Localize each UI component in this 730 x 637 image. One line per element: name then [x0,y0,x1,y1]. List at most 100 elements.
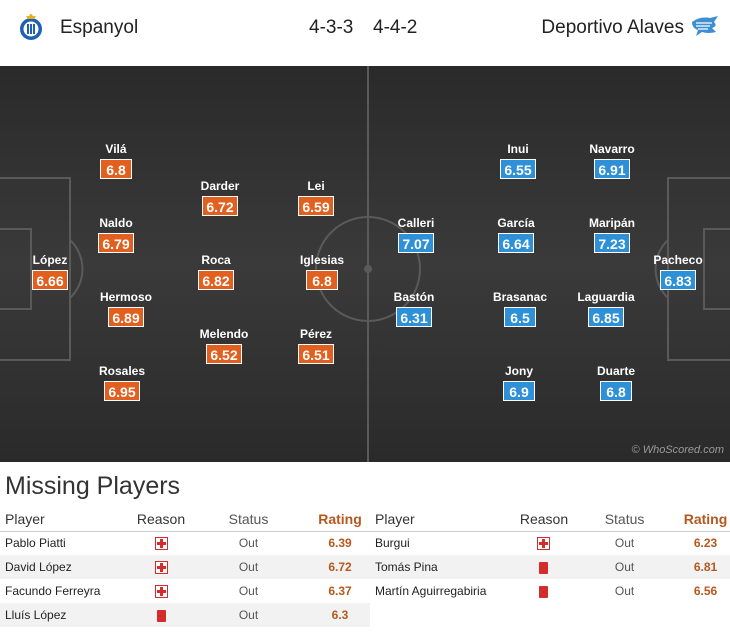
away-player[interactable]: Pacheco 6.83 [638,253,718,291]
away-player[interactable]: Maripán 7.23 [572,216,652,254]
column-header-player[interactable]: Player [370,508,520,532]
column-header-rating[interactable]: Rating [680,508,730,532]
player-name: Calleri [397,216,435,230]
player-rating: 6.55 [500,159,536,179]
player-name: Laguardia [577,290,635,304]
home-player[interactable]: Melendo 6.52 [184,327,264,365]
player-rating: 6.79 [98,233,134,253]
missing-player-row: David López Out 6.72 [0,555,370,579]
rating-cell: 6.23 [693,536,718,551]
missing-players-away-table: Player Reason Status Rating Burgui Out 6.2… [370,508,730,603]
player-rating: 6.82 [198,270,234,290]
missing-players-home-table: Player Reason Status Rating Pablo Piatti… [0,508,370,627]
home-player[interactable]: Naldo 6.79 [76,216,156,254]
missing-player-row: Lluís López Out 6.3 [0,603,370,627]
home-team-name[interactable]: Espanyol [60,17,139,38]
player-name: Navarro [589,142,635,156]
home-player[interactable]: Hermoso 6.89 [86,290,166,328]
reason-cell [135,579,187,603]
away-team-name[interactable]: Deportivo Alaves [541,17,684,38]
player-name: Iglesias [299,253,345,267]
missing-players-title: Missing Players [5,472,181,500]
player-name[interactable]: Lluís López [0,603,135,627]
home-player[interactable]: Darder 6.72 [180,179,260,217]
player-name[interactable]: David López [0,555,135,579]
away-player[interactable]: Navarro 6.91 [572,142,652,180]
away-player[interactable]: Inui 6.55 [478,142,558,180]
watermark: © WhoScored.com [631,444,724,456]
status-cell: Out [614,584,635,598]
player-name: Duarte [596,364,635,378]
status-cell: Out [187,555,310,579]
home-player[interactable]: López 6.66 [10,253,90,291]
reason-cell [135,603,187,627]
player-name[interactable]: Pablo Piatti [5,536,66,551]
reason-cell [520,531,568,555]
player-name: Rosales [98,364,146,378]
column-header-status[interactable]: Status [187,508,310,532]
away-player[interactable]: Laguardia 6.85 [566,290,646,328]
red-card-icon [156,609,166,622]
player-rating: 7.23 [594,233,630,253]
red-card-icon [539,585,549,598]
player-rating: 6.85 [588,307,624,327]
home-player[interactable]: Pérez 6.51 [276,327,356,365]
rating-cell: 6.37 [328,584,352,598]
column-header-player[interactable]: Player [0,508,135,532]
player-name[interactable]: Burgui [375,536,410,551]
home-player[interactable]: Roca 6.82 [176,253,256,291]
match-header: Espanyol 4-3-3 4-4-2 Deportivo Alaves [0,0,730,60]
player-name: Roca [201,253,231,267]
home-player[interactable]: Lei 6.59 [276,179,356,217]
column-header-reason[interactable]: Reason [519,508,569,532]
player-name: Lei [307,179,325,193]
player-name: Melendo [199,327,249,341]
injury-icon [154,537,168,551]
status-cell: Out [238,584,259,598]
player-name: García [497,216,535,230]
injury-icon [154,561,168,575]
player-name: Darder [200,179,240,193]
player-name: Vilá [105,142,127,156]
away-player[interactable]: Duarte 6.8 [576,364,656,402]
player-rating: 6.9 [503,381,535,401]
away-player[interactable]: Bastón 6.31 [374,290,454,328]
player-name: Inui [507,142,529,156]
column-header-rating[interactable]: Rating [310,508,370,532]
injury-icon [154,585,168,599]
player-rating: 6.8 [306,270,338,290]
player-name: Bastón [393,290,435,304]
home-player[interactable]: Vilá 6.8 [76,142,156,180]
player-rating: 6.83 [660,270,696,290]
column-header-reason[interactable]: Reason [135,508,187,532]
missing-player-row: Tomás Pina Out 6.81 [370,555,730,579]
away-player[interactable]: Calleri 7.07 [376,216,456,254]
home-player[interactable]: Iglesias 6.8 [282,253,362,291]
player-rating: 6.64 [498,233,534,253]
player-rating: 6.66 [32,270,68,290]
player-rating: 6.52 [206,344,242,364]
away-formation: 4-4-2 [373,17,418,38]
player-name: Brasanac [492,290,548,304]
player-rating: 6.8 [100,159,132,179]
player-rating: 6.59 [298,196,334,216]
player-name[interactable]: Martín Aguirregabiria [375,584,487,598]
player-rating: 6.89 [108,307,144,327]
player-name[interactable]: Facundo Ferreyra [5,584,101,598]
home-player[interactable]: Rosales 6.95 [82,364,162,402]
away-player[interactable]: Brasanac 6.5 [480,290,560,328]
rating-cell: 6.3 [310,603,370,627]
status-cell: Out [614,536,635,551]
player-name: Jony [504,364,533,378]
away-player[interactable]: Jony 6.9 [479,364,559,402]
column-header-status[interactable]: Status [568,508,681,532]
player-rating: 6.91 [594,159,630,179]
rating-cell: 6.81 [680,555,730,579]
rating-cell: 6.72 [310,555,370,579]
player-rating: 6.51 [298,344,334,364]
missing-player-row: Martín Aguirregabiria Out 6.56 [370,579,730,603]
away-player[interactable]: García 6.64 [476,216,556,254]
player-name[interactable]: Tomás Pina [370,555,520,579]
status-cell: Out [187,603,310,627]
player-rating: 7.07 [398,233,434,253]
